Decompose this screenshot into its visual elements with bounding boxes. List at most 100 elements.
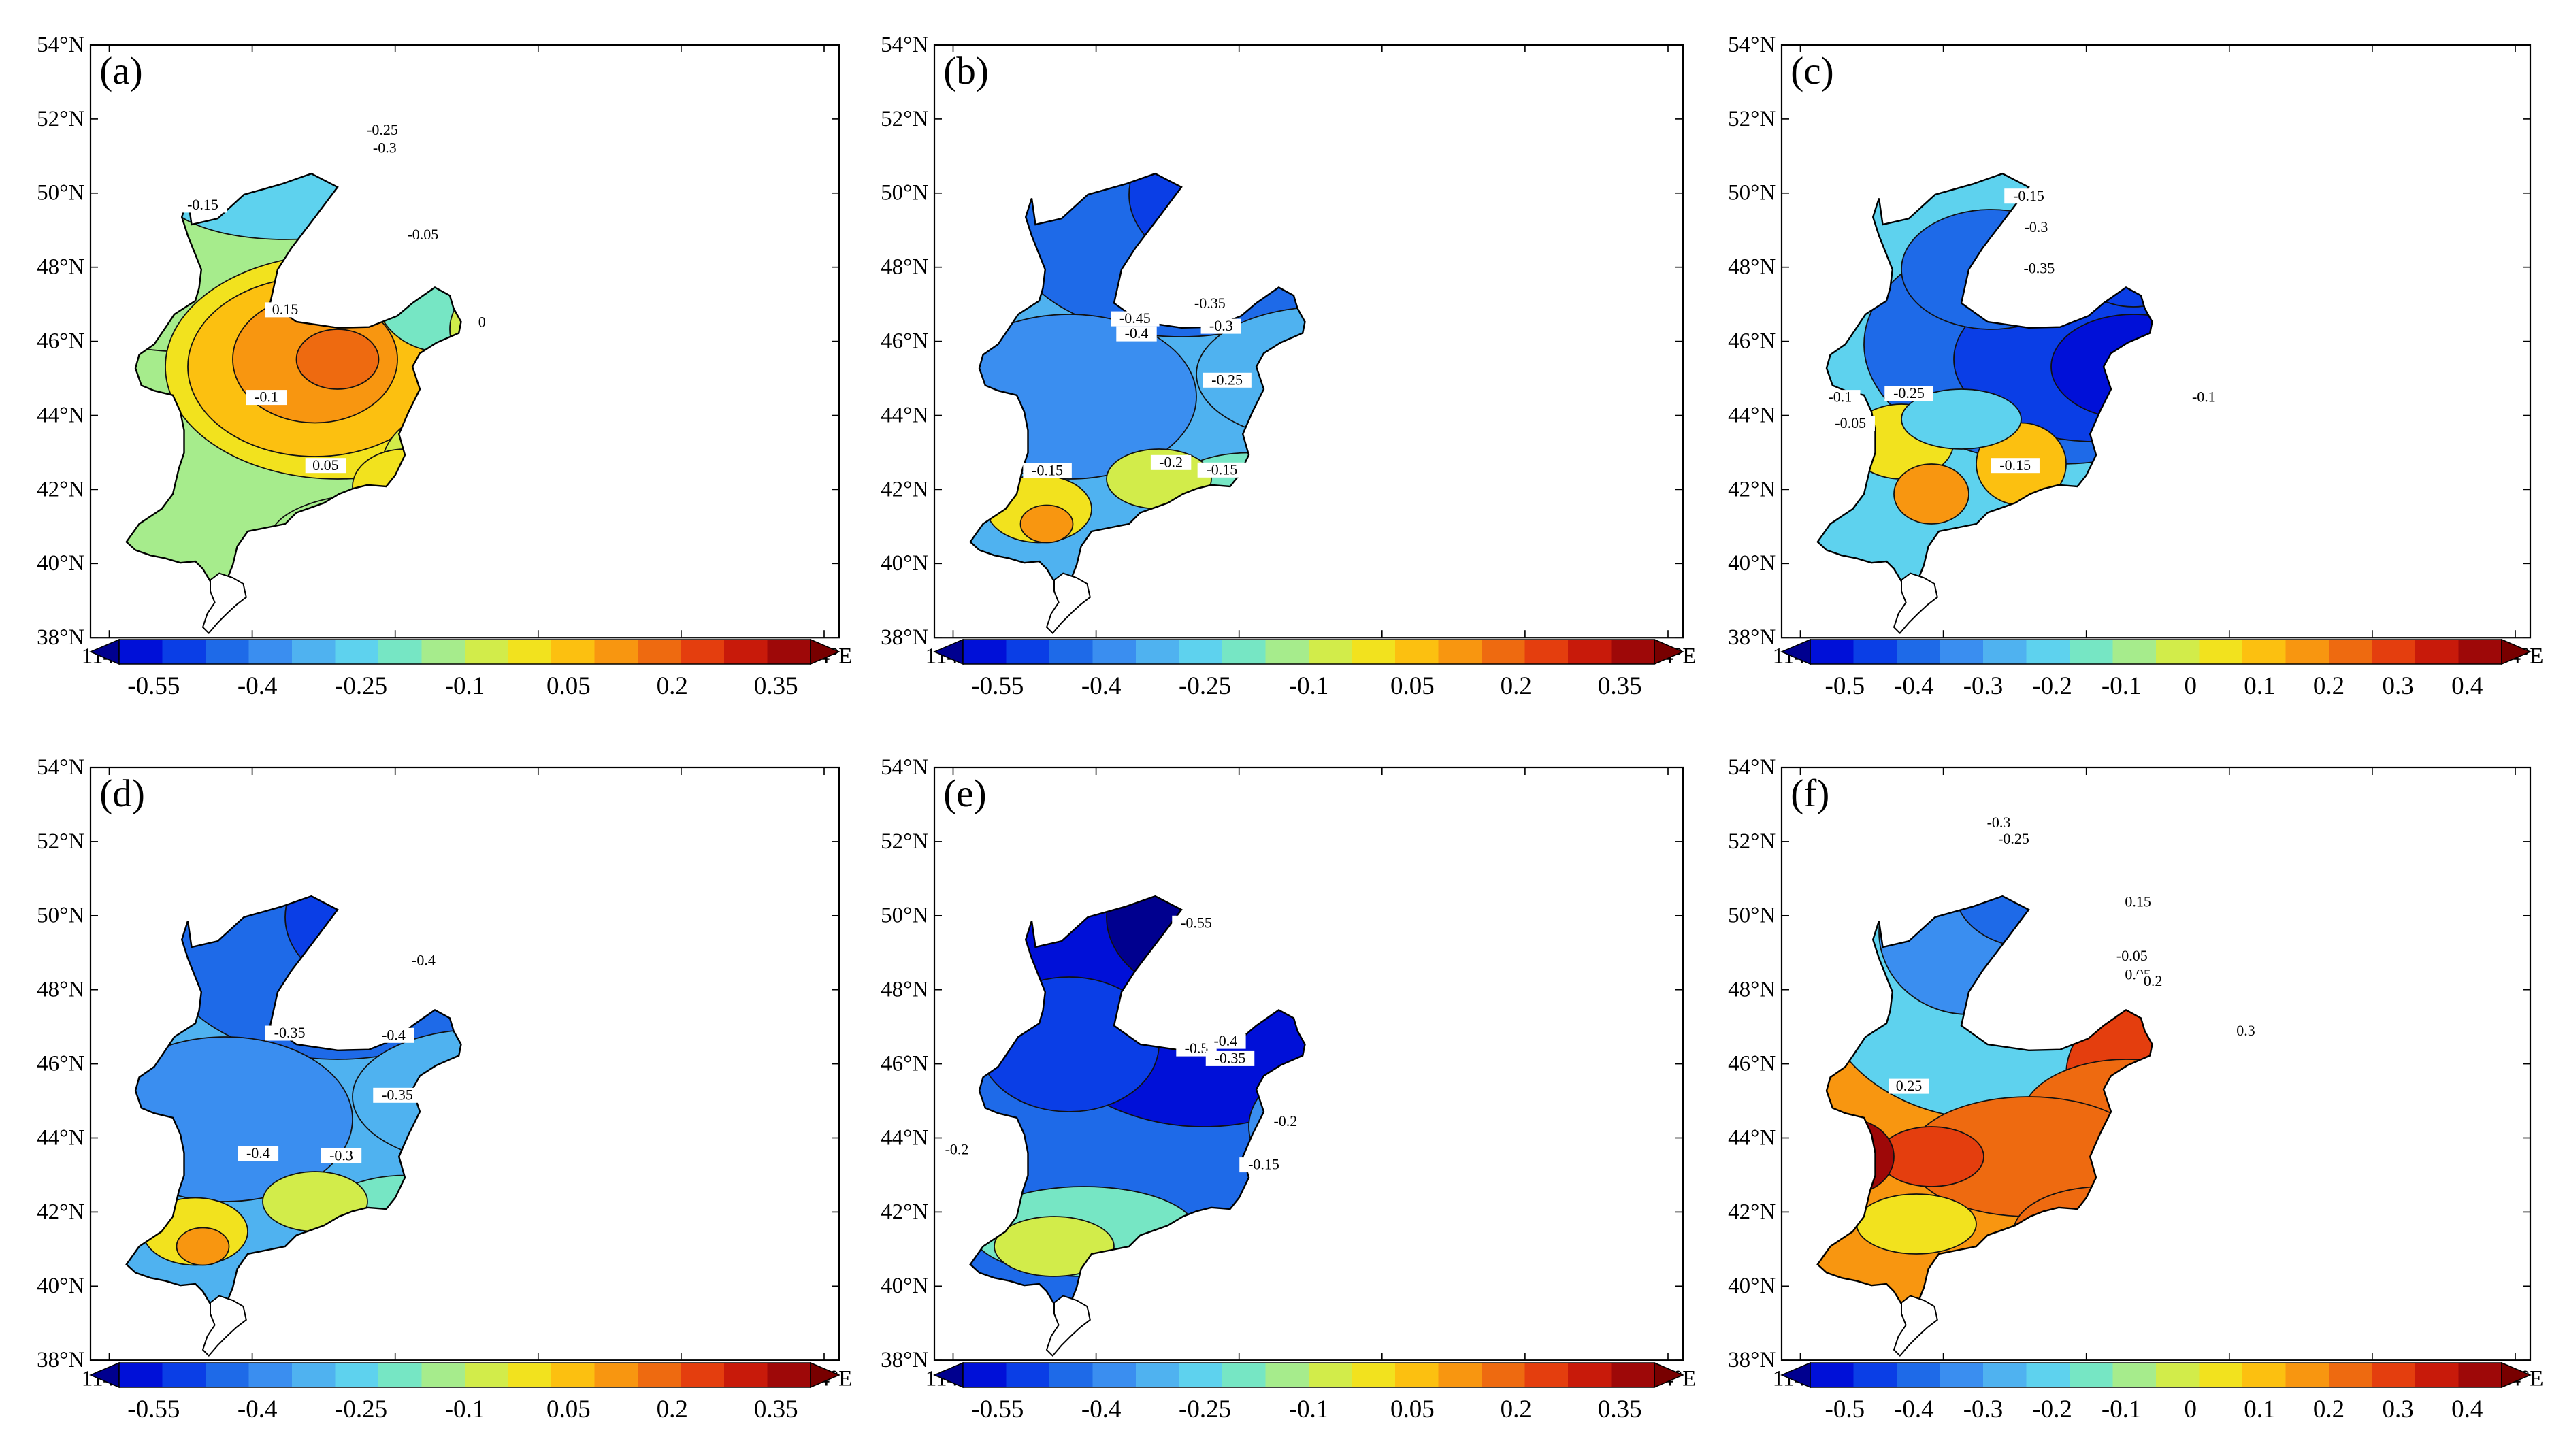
- colorbar-segment: [2156, 640, 2200, 664]
- colorbar-segment: [508, 640, 552, 664]
- panel-label: (c): [1791, 50, 1833, 93]
- colorbar-tick-label: -0.4: [238, 1395, 278, 1423]
- colorbar-tick-label: -0.1: [2102, 1395, 2142, 1423]
- lat-tick-label: 38°N: [37, 625, 84, 650]
- lat-tick-label: 40°N: [37, 551, 84, 576]
- colorbar-tick-label: -0.55: [971, 672, 1024, 700]
- lat-tick-label: 52°N: [1728, 107, 1776, 131]
- colorbar-segment: [1179, 640, 1223, 664]
- lat-tick-label: 48°N: [881, 978, 928, 1002]
- lat-tick-label: 42°N: [881, 477, 928, 501]
- lat-tick-label: 48°N: [1728, 978, 1776, 1002]
- colorbar-tick-label: -0.4: [1894, 672, 1934, 700]
- colorbar-tick-label: 0.1: [2244, 672, 2275, 700]
- lat-tick-label: 50°N: [37, 181, 84, 205]
- colorbar-segment: [2459, 1363, 2502, 1387]
- colorbar-tick-label: -0.4: [238, 672, 278, 700]
- contour-label: -0.3: [2025, 218, 2048, 235]
- colorbar-segment: [336, 640, 379, 664]
- contour-label: -0.2: [1273, 1112, 1297, 1129]
- colorbar-tick-label: -0.1: [2102, 672, 2142, 700]
- colorbar-tick-label: 0.35: [754, 1395, 798, 1423]
- colorbar-segment: [292, 640, 336, 664]
- contour-label: 0.2: [2144, 972, 2163, 989]
- contour-region: [1021, 506, 1073, 543]
- lat-tick-label: 52°N: [881, 829, 928, 854]
- colorbar-tick-label: 0.05: [546, 1395, 591, 1423]
- panel-d: 38°N40°N42°N44°N46°N48°N50°N52°N54°N114°…: [37, 755, 852, 1391]
- lat-tick-label: 42°N: [1728, 1199, 1776, 1224]
- colorbar-segment: [1395, 640, 1439, 664]
- colorbar-tick-label: -0.25: [335, 672, 387, 700]
- lat-tick-label: 44°N: [37, 1125, 84, 1150]
- colorbar-segment: [508, 1363, 552, 1387]
- contour-region: [297, 329, 379, 389]
- lat-tick-label: 44°N: [881, 403, 928, 427]
- colorbar-segment: [2415, 640, 2459, 664]
- colorbar-segment: [1854, 640, 1897, 664]
- colorbar-segment: [551, 1363, 595, 1387]
- colorbar-segment: [249, 1363, 293, 1387]
- colorbar-b: -0.55 -0.4 -0.25 -0.1 0.05 0.2 0.35: [934, 640, 1683, 700]
- contour-label: -0.25: [367, 121, 398, 138]
- contour-region: [1857, 1194, 1976, 1254]
- lat-tick-label: 54°N: [881, 755, 928, 780]
- panel-c: 38°N40°N42°N44°N46°N48°N50°N52°N54°N114°…: [1728, 33, 2543, 669]
- colorbar-segment: [1983, 640, 2027, 664]
- colorbar-segment: [551, 640, 595, 664]
- contour-label: -0.15: [1206, 461, 1237, 478]
- colorbar-segment: [2113, 640, 2157, 664]
- contour-label: -0.2: [945, 1141, 969, 1158]
- lat-tick-label: 52°N: [37, 829, 84, 854]
- colorbar-segment: [1093, 1363, 1137, 1387]
- colorbar-segment: [1049, 640, 1093, 664]
- colorbar-segment: [1309, 1363, 1352, 1387]
- colorbar-segment: [2027, 1363, 2070, 1387]
- lat-tick-label: 48°N: [1728, 255, 1776, 280]
- contour-label: -0.25: [1211, 371, 1243, 388]
- colorbar-tick-label: 0: [2185, 672, 2197, 700]
- colorbar-segment: [1266, 1363, 1309, 1387]
- colorbar-tick-label: 0.05: [1390, 672, 1435, 700]
- colorbar-tick-label: -0.5: [1825, 1395, 1865, 1423]
- lat-tick-label: 50°N: [881, 904, 928, 928]
- panel-a: 38°N40°N42°N44°N46°N48°N50°N52°N54°N114°…: [0, 33, 852, 669]
- colorbar-segment: [465, 1363, 508, 1387]
- lat-tick-label: 38°N: [37, 1348, 84, 1372]
- colorbar-segment: [595, 1363, 638, 1387]
- lat-tick-label: 44°N: [37, 403, 84, 427]
- lat-tick-label: 42°N: [37, 1199, 84, 1224]
- panel-e: 38°N40°N42°N44°N46°N48°N50°N52°N54°N114°…: [881, 755, 1696, 1391]
- colorbar-tick-label: -0.55: [127, 1395, 180, 1423]
- colorbar-segment: [2372, 1363, 2416, 1387]
- colorbar-segment: [1222, 640, 1266, 664]
- lat-tick-label: 46°N: [881, 1052, 928, 1076]
- colorbar-tick-label: 0.4: [2451, 672, 2483, 700]
- colorbar-tick-label: -0.5: [1825, 672, 1865, 700]
- panel-b: 38°N40°N42°N44°N46°N48°N50°N52°N54°N114°…: [881, 33, 1696, 669]
- colorbar-tick-label: 0.35: [1598, 672, 1642, 700]
- lat-tick-label: 46°N: [37, 1052, 84, 1076]
- contour-label: 0.25: [1896, 1077, 1923, 1094]
- contour-region: [1879, 1127, 1984, 1187]
- colorbar-segment: [1352, 1363, 1396, 1387]
- colorbar-segment: [2372, 640, 2416, 664]
- colorbar-tick-label: 0.2: [657, 672, 688, 700]
- panel-label: (e): [943, 772, 986, 815]
- lat-tick-label: 50°N: [1728, 904, 1776, 928]
- lat-tick-label: 52°N: [37, 107, 84, 131]
- colorbar-c: -0.5 -0.4 -0.3 -0.2 -0.1 0 0.1 0.2 0.3 0.4: [1782, 640, 2530, 700]
- lat-tick-label: 42°N: [1728, 477, 1776, 501]
- colorbar-tick-label: 0.2: [1501, 1395, 1532, 1423]
- colorbar-tick-label: 0.2: [657, 1395, 688, 1423]
- colorbar-e: -0.55 -0.4 -0.25 -0.1 0.05 0.2 0.35: [934, 1363, 1683, 1423]
- colorbar-segment: [724, 1363, 768, 1387]
- colorbar-segment: [422, 1363, 465, 1387]
- lat-tick-label: 40°N: [1728, 1274, 1776, 1298]
- contour-region: [1894, 464, 1969, 524]
- colorbar-segment: [378, 1363, 422, 1387]
- colorbar-tick-label: -0.1: [1289, 1395, 1329, 1423]
- contour-label: 0: [478, 314, 486, 331]
- panel-label: (a): [99, 50, 142, 93]
- contour-label: -0.15: [1032, 462, 1063, 479]
